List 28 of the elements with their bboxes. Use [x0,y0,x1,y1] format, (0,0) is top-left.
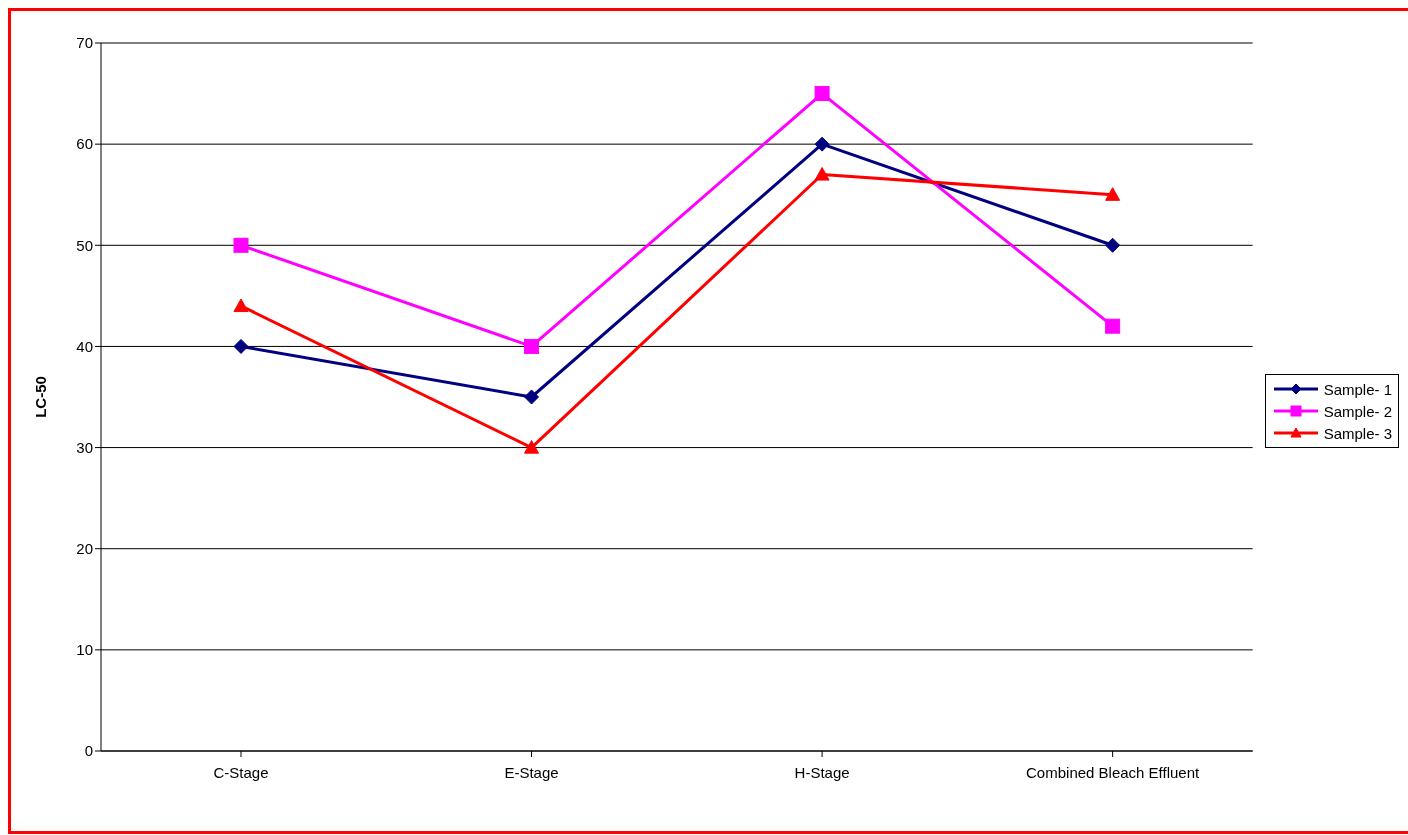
y-tick-label: 40 [76,337,93,355]
point [1105,318,1121,334]
legend-label: Sample- 2 [1323,402,1392,420]
point [814,166,830,181]
y-tick-label: 60 [76,135,93,153]
y-tick-label: 30 [76,438,93,456]
y-tick-label: 10 [76,641,93,659]
point [524,389,540,405]
y-tick-label: 70 [76,34,93,52]
y-axis-title: LC-50 [32,376,50,418]
legend-label: Sample- 1 [1323,380,1392,398]
point [814,136,830,152]
point [1105,237,1121,253]
point [1105,187,1121,201]
point [233,338,249,354]
point [524,440,540,454]
point [233,237,249,253]
page-border: Sample- 1 Sample- 2 Sample- 3 C-Stage E-Stage H-Stage Combined Bleach Effluent 0 10 20 30 40 50 60 70 LC-50 [8,8,1408,834]
point [233,298,249,313]
legend-label: Sample- 3 [1323,424,1392,442]
x-tick-label: C-Stage [213,763,269,781]
y-tick-label: 0 [84,742,93,760]
x-tick-label: H-Stage [794,763,850,781]
y-tick-label: 20 [76,540,93,558]
point [524,338,540,354]
x-tick-label: Combined Bleach Effluent [1026,763,1201,781]
y-tick-label: 50 [76,236,93,254]
x-tick-label: E-Stage [504,763,559,781]
